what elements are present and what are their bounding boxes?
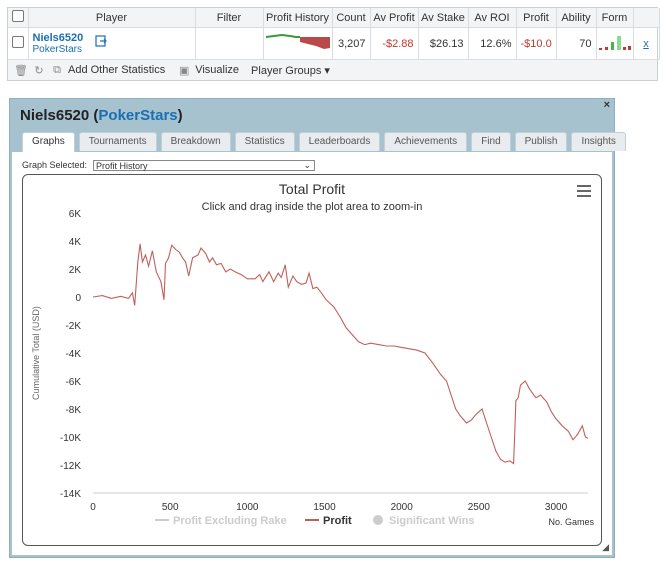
resize-handle-icon[interactable]: ◢ (602, 542, 609, 552)
panel-player-name: Niels6520 (20, 107, 90, 124)
count-value: 3,207 (332, 27, 371, 60)
tab-insights[interactable]: Insights (571, 132, 626, 151)
row-checkbox[interactable] (12, 36, 24, 48)
visualize-icon[interactable]: ▣ (179, 64, 190, 77)
col-filter[interactable]: Filter (195, 8, 264, 28)
panel-open-paren: ( (89, 107, 99, 124)
total-profit-chart[interactable]: Total Profit Click and drag inside the pl… (22, 174, 602, 546)
col-player[interactable]: Player (28, 8, 196, 28)
chart-svg[interactable]: Total Profit Click and drag inside the pl… (23, 175, 601, 545)
row-select-cell[interactable] (8, 27, 29, 60)
col-av-stake[interactable]: Av Stake (418, 8, 469, 28)
export-icon[interactable] (94, 35, 107, 50)
col-remove (633, 8, 660, 28)
refresh-icon[interactable]: ↻ (34, 64, 44, 77)
profit-value: -$10.0 (516, 27, 557, 60)
av-roi-value: 12.6% (468, 27, 517, 60)
player-cell: Niels6520 PokerStars (28, 27, 196, 60)
form-sparkline (596, 27, 634, 60)
remove-player-link[interactable]: x (633, 27, 660, 60)
legend-profit-excluding-rake: Profit Excluding Rake (173, 515, 287, 527)
y-tick-label: 6K (69, 209, 82, 220)
col-profit-history[interactable]: Profit History (263, 8, 333, 28)
av-profit-value: -$2.88 (370, 27, 419, 60)
graph-selected-label: Graph Selected: (22, 160, 88, 170)
table-header-row: Player Filter Profit History Count Av Pr… (8, 8, 660, 28)
close-icon[interactable]: × (603, 99, 610, 111)
tab-graphs[interactable]: Graphs (22, 132, 75, 152)
chart-title: Total Profit (279, 181, 345, 197)
graph-select-value: Profit History (96, 161, 148, 171)
y-tick-label: 4K (69, 237, 82, 248)
player-groups-dropdown[interactable]: Player Groups ▾ (251, 64, 330, 77)
select-all-cell[interactable] (8, 8, 29, 28)
panel-title: Niels6520 (PokerStars) (20, 107, 183, 124)
chart-subtitle: Click and drag inside the plot area to z… (202, 201, 423, 213)
player-panel: Niels6520 (PokerStars) × Graphs Tourname… (9, 98, 626, 558)
hamburger-menu-icon[interactable] (577, 185, 591, 200)
graphs-tab-content: Graph Selected: Profit History ⌄ Total P… (12, 152, 612, 555)
col-profit[interactable]: Profit (516, 8, 557, 28)
panel-tabs: Graphs Tournaments Breakdown Statistics … (22, 132, 626, 152)
y-tick-label: 2K (69, 265, 82, 276)
select-all-checkbox[interactable] (11, 10, 24, 22)
col-ability[interactable]: Ability (556, 8, 597, 28)
tab-statistics[interactable]: Statistics (234, 132, 295, 151)
y-tick-label: -14K (60, 489, 81, 500)
chevron-down-icon: ⌄ (303, 160, 311, 170)
legend-significant-wins-marker (373, 515, 383, 525)
x-tick-label: 0 (90, 502, 96, 513)
y-tick-label: -10K (60, 433, 81, 444)
players-table: Player Filter Profit History Count Av Pr… (7, 7, 660, 81)
y-tick-label: 0 (75, 293, 81, 304)
panel-close-paren: ) (177, 107, 183, 124)
visualize-button[interactable]: Visualize (195, 64, 240, 76)
tab-achievements[interactable]: Achievements (384, 132, 468, 151)
x-axis-label: No. Games (548, 517, 594, 527)
table-toolbar: 🗑 ↻ ⧉ Add Other Statistics ▣ Visualize P… (8, 60, 657, 80)
tab-tournaments[interactable]: Tournaments (78, 132, 157, 151)
tab-breakdown[interactable]: Breakdown (160, 132, 231, 151)
add-stats-icon[interactable]: ⧉ (53, 63, 61, 76)
graph-select-dropdown[interactable]: Profit History ⌄ (93, 160, 315, 171)
tab-publish[interactable]: Publish (514, 132, 568, 151)
panel-site-link[interactable]: PokerStars (98, 107, 178, 124)
y-tick-label: -6K (65, 377, 81, 388)
y-tick-label: -8K (65, 405, 81, 416)
col-av-roi[interactable]: Av ROI (468, 8, 517, 28)
player-groups-label: Player Groups (251, 64, 322, 77)
tab-find[interactable]: Find (471, 132, 511, 151)
profit-series-line (92, 243, 589, 465)
add-other-statistics-button[interactable]: Add Other Statistics (68, 64, 166, 76)
y-tick-label: -2K (65, 321, 81, 332)
ability-value: 70 (556, 27, 597, 60)
y-axis-label: Cumulative Total (USD) (31, 306, 41, 400)
col-av-profit[interactable]: Av Profit (370, 8, 419, 28)
legend-profit: Profit (323, 515, 352, 527)
filter-cell[interactable] (195, 27, 264, 60)
legend-significant-wins: Significant Wins (389, 515, 474, 527)
table-row: Niels6520 PokerStars 3,207 -$2.88 $26.13… (8, 27, 660, 60)
tab-leaderboards[interactable]: Leaderboards (298, 132, 381, 151)
profit-history-sparkline[interactable] (263, 27, 333, 60)
trash-icon[interactable]: 🗑 (14, 64, 28, 77)
x-tick-label: 2000 (391, 502, 414, 513)
x-tick-label: 1000 (236, 502, 259, 513)
x-tick-label: 500 (162, 502, 179, 513)
col-form[interactable]: Form (596, 8, 634, 28)
x-tick-label: 1500 (313, 502, 336, 513)
av-stake-value: $26.13 (418, 27, 469, 60)
player-name-link[interactable]: Niels6520 (32, 32, 84, 44)
player-site-link[interactable]: PokerStars (32, 44, 82, 55)
x-tick-label: 2500 (468, 502, 491, 513)
y-tick-label: -12K (60, 461, 81, 472)
y-tick-label: -4K (65, 349, 81, 360)
col-count[interactable]: Count (332, 8, 371, 28)
caret-down-icon: ▾ (324, 64, 330, 77)
x-tick-label: 3000 (545, 502, 568, 513)
